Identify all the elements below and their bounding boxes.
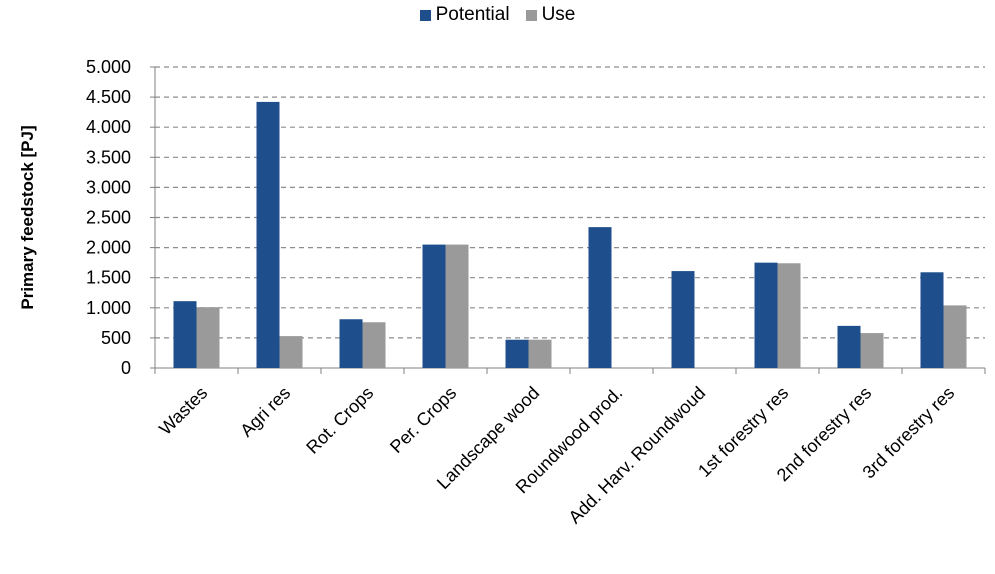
bar-potential [256, 101, 280, 368]
y-tick-label: 1.000 [86, 298, 131, 318]
bar-use [279, 336, 303, 368]
y-tick-labels: 0 500 1.000 1.500 2.000 2.500 3.000 3.500 4.000 4… [86, 57, 131, 378]
y-tick-label: 2.000 [86, 238, 131, 258]
y-tick-label: 0 [121, 358, 131, 378]
x-tick-label: Rot. Crops [302, 383, 377, 458]
bar-potential [671, 271, 695, 368]
y-tick-label: 4.000 [86, 117, 131, 137]
y-tick-label: 500 [101, 328, 131, 348]
bar-use [860, 333, 884, 368]
x-tick-label: Add. Harv. Roundwoud [565, 383, 710, 528]
legend-item-potential: Potential [419, 4, 510, 26]
x-tick-labels: Wastes Agri res Rot. Crops Per. CropsLandsc… [155, 383, 958, 528]
bar-potential [837, 325, 861, 368]
y-tick-label: 2.500 [86, 208, 131, 228]
bar-potential [754, 262, 778, 368]
y-tick-label: 1.500 [86, 268, 131, 288]
legend-label-potential: Potential [435, 4, 510, 25]
bar-use [777, 263, 801, 368]
bar-potential [505, 339, 529, 368]
bar-potential [588, 227, 612, 368]
y-tick-label: 3.000 [86, 177, 131, 197]
bars [173, 101, 967, 368]
x-tick-label: Wastes [155, 383, 211, 439]
x-tick-label: Agri res [236, 383, 294, 441]
y-tick-label: 3.500 [86, 147, 131, 167]
bar-use [528, 339, 552, 368]
legend-swatch-potential [419, 9, 431, 21]
x-tick-label: Per. Crops [386, 383, 460, 457]
chart-legend: Potential Use [0, 4, 995, 26]
bar-use [196, 307, 220, 368]
bar-use [943, 305, 967, 368]
bar-potential [920, 272, 944, 368]
bar-use [362, 322, 386, 368]
y-tick-label: 4.500 [86, 87, 131, 107]
bar-potential [173, 301, 197, 368]
y-axis-label: Primary feedstock [PJ] [18, 125, 37, 309]
bar-use [445, 244, 469, 368]
y-tick-label: 5.000 [86, 57, 131, 77]
legend-item-use: Use [525, 4, 576, 26]
bar-potential [422, 244, 446, 368]
bar-potential [339, 319, 363, 368]
legend-swatch-use [525, 9, 537, 21]
legend-label-use: Use [541, 4, 576, 25]
